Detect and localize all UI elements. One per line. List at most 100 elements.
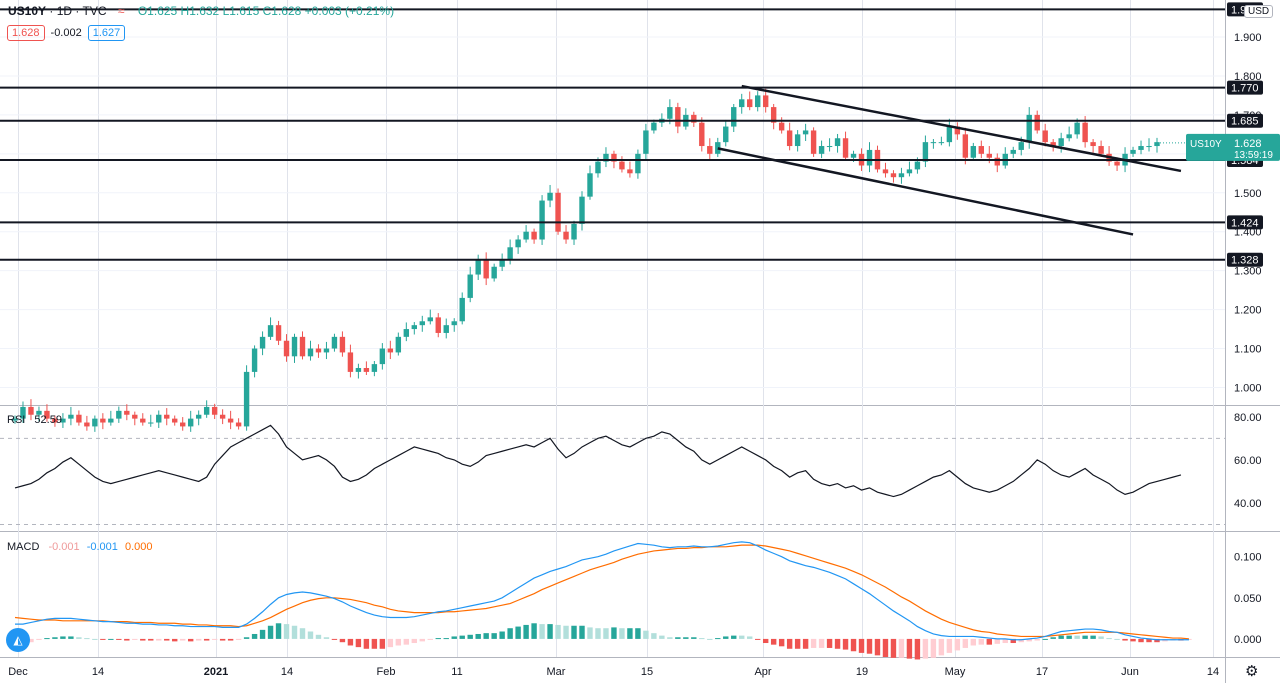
macd-histogram-bar — [108, 638, 114, 640]
candle-body — [786, 130, 793, 147]
macd-histogram-bar — [699, 638, 705, 640]
candle-body — [1146, 146, 1152, 148]
candle-body — [419, 321, 425, 326]
macd-histogram-bar — [243, 637, 250, 639]
macd-histogram-bar — [1002, 638, 1008, 644]
macd-histogram-bar — [810, 638, 817, 648]
macd-histogram-bar — [379, 638, 386, 649]
x-tick-label: 19 — [856, 666, 868, 678]
exchange-label: TVC — [82, 4, 107, 18]
y-tick-label: 1.900 — [1234, 32, 1262, 44]
y-tick-label: 1.200 — [1234, 305, 1262, 317]
buy-button[interactable]: 1.627 — [87, 25, 126, 41]
macd-histogram-bar — [675, 637, 681, 639]
candle-body — [986, 153, 992, 158]
macd-histogram-bar — [76, 637, 82, 639]
macd-histogram-bar — [922, 638, 929, 659]
candle-body — [627, 169, 633, 174]
candle-body — [172, 418, 178, 423]
macd-histogram-bar — [1058, 635, 1064, 639]
macd-histogram-bar — [100, 638, 106, 640]
candle-body — [866, 149, 873, 166]
candle-body — [1114, 161, 1120, 166]
tradingview-logo[interactable]: ◭ — [6, 628, 30, 652]
macd-histogram-bar — [523, 624, 529, 639]
candle-body — [778, 122, 785, 131]
candle-body — [523, 231, 529, 240]
candle-body — [914, 161, 921, 170]
macd-histogram-bar — [172, 638, 178, 642]
candle-body — [52, 418, 58, 423]
trade-boxes: 1.628 -0.002 1.627 — [7, 25, 126, 41]
x-tick-label: Jun — [1121, 666, 1139, 678]
candle-body — [427, 317, 433, 322]
macd-histogram-bar — [778, 638, 785, 647]
candle-body — [307, 348, 314, 357]
macd-histogram-bar — [635, 628, 641, 639]
x-tick-label: 11 — [451, 666, 462, 678]
candle-body — [451, 321, 457, 326]
candle-body — [571, 223, 577, 240]
macd-histogram-bar — [978, 638, 985, 645]
candle-body — [643, 130, 649, 154]
macd-histogram-bar — [180, 638, 186, 641]
candle-body — [435, 317, 441, 333]
candle-body — [243, 371, 250, 427]
candle-body — [339, 336, 346, 353]
macd-histogram-bar — [164, 638, 170, 641]
candle-body — [611, 153, 617, 162]
gear-icon[interactable]: ⚙ — [1245, 663, 1259, 680]
candle-body — [379, 348, 386, 365]
rsi-tick-label: 80.00 — [1234, 412, 1262, 424]
candle-body — [259, 336, 266, 349]
macd-histogram-bar — [1114, 638, 1120, 640]
candle-body — [850, 153, 857, 158]
candle-body — [491, 266, 497, 279]
macd-histogram-bar — [443, 638, 449, 640]
macd-histogram-bar — [419, 638, 425, 642]
macd-histogram-bar — [1010, 638, 1016, 644]
high-value: H1.632 — [180, 4, 220, 18]
candle-body — [76, 414, 82, 423]
candle-body — [44, 410, 50, 419]
macd-histogram-bar — [731, 635, 737, 639]
candle-body — [675, 107, 681, 127]
candle-body — [994, 157, 1000, 166]
currency-badge[interactable]: USD — [1244, 5, 1274, 18]
macd-histogram-bar — [283, 624, 290, 639]
interval-label[interactable]: 1D — [56, 4, 73, 18]
symbol-name[interactable]: US10Y — [8, 4, 47, 18]
candle-body — [227, 418, 234, 423]
macd-histogram-bar — [683, 637, 689, 639]
macd-histogram-bar — [858, 638, 865, 653]
candle-body — [1154, 142, 1160, 147]
last-price-value: 1.628 — [1234, 138, 1262, 150]
sell-button[interactable]: 1.628 — [7, 25, 45, 41]
macd-histogram-bar — [235, 638, 242, 640]
x-tick-label: 17 — [1036, 666, 1048, 678]
macd-histogram-bar — [754, 638, 761, 640]
wave-icon: ≈ — [117, 4, 125, 18]
macd-histogram-bar — [930, 638, 937, 658]
macd-histogram-bar — [475, 633, 481, 639]
macd-histogram-bar — [946, 638, 953, 653]
change-value: +0.003 (+0.21%) — [304, 4, 395, 18]
candle-body — [251, 348, 258, 372]
y-tick-label: 1.400 — [1234, 227, 1262, 239]
candle-body — [555, 192, 561, 232]
candle-body — [826, 146, 833, 148]
candle-body — [483, 258, 489, 279]
macd-histogram-bar — [507, 628, 513, 639]
macd-histogram-bar — [355, 638, 362, 648]
candle-body — [834, 138, 841, 147]
macd-histogram-bar — [786, 638, 793, 649]
candle-body — [635, 153, 641, 174]
candle-body — [12, 418, 18, 421]
macd-histogram-bar — [299, 628, 306, 639]
macd-histogram-bar — [707, 638, 713, 640]
macd-histogram-bar — [267, 625, 274, 639]
y-tick-label: 1.100 — [1234, 344, 1262, 356]
candle-body — [1026, 114, 1032, 143]
candle-body — [563, 231, 569, 240]
